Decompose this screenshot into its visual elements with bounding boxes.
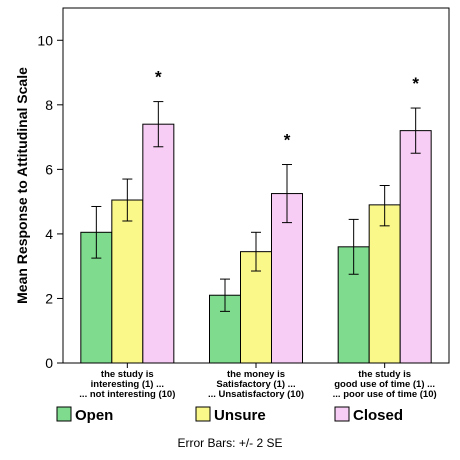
y-tick-label: 6	[45, 161, 53, 177]
y-tick-label: 2	[45, 290, 53, 306]
footnote: Error Bars: +/- 2 SE	[177, 436, 282, 450]
y-tick-label: 4	[45, 226, 53, 242]
legend-swatch-open	[56, 406, 72, 422]
x-category-label: good use of time (1) ...	[334, 379, 435, 390]
y-tick-label: 8	[45, 97, 53, 113]
legend-swatch-closed	[334, 406, 350, 422]
significance-mark: *	[284, 131, 291, 150]
y-tick-label: 0	[45, 355, 53, 371]
x-category-label: Satisfactory (1) ...	[216, 379, 295, 390]
x-category-label: ... not interesting (10)	[79, 389, 175, 400]
x-category-label: interesting (1) ...	[91, 379, 164, 390]
legend-label-open: Open	[75, 407, 113, 424]
y-tick-label: 10	[37, 32, 53, 48]
x-category-label: the money is	[227, 369, 285, 380]
x-category-label: the study is	[358, 369, 411, 380]
significance-mark: *	[412, 74, 419, 93]
y-axis-label: Mean Response to Attitudinal Scale	[14, 67, 30, 304]
bar-unsure	[111, 199, 144, 364]
legend-label-unsure: Unsure	[214, 407, 266, 424]
x-category-label: ... poor use of time (10)	[333, 389, 437, 400]
legend-swatch-unsure	[195, 406, 211, 422]
legend-label-closed: Closed	[353, 407, 403, 424]
bar-closed	[142, 123, 175, 364]
bar-closed	[399, 130, 432, 364]
x-category-label: the study is	[101, 369, 154, 380]
significance-mark: *	[155, 68, 162, 87]
x-category-label: ... Unsatisfactory (10)	[208, 389, 304, 400]
bar-unsure	[368, 204, 401, 364]
